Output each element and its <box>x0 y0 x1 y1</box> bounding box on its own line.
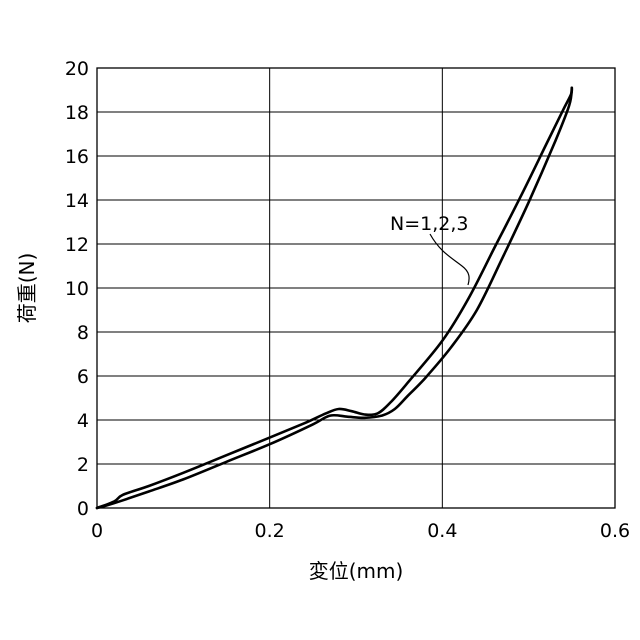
y-tick-label: 8 <box>77 322 89 344</box>
x-tick-labels: 0 0.2 0.4 0.6 <box>91 520 630 542</box>
y-axis-label: 荷重(N) <box>15 253 39 324</box>
y-tick-label: 10 <box>65 278 89 300</box>
y-tick-label: 20 <box>65 58 89 80</box>
x-axis-label: 変位(mm) <box>309 559 404 583</box>
y-tick-label: 4 <box>77 410 89 432</box>
x-tick-label: 0.6 <box>600 520 630 542</box>
y-tick-label: 6 <box>77 366 89 388</box>
x-tick-label: 0 <box>91 520 103 542</box>
y-tick-label: 16 <box>65 146 89 168</box>
x-tick-label: 0.4 <box>427 520 457 542</box>
annotation-leader-line <box>430 234 469 285</box>
y-tick-label: 0 <box>77 498 89 520</box>
unloading-curve <box>97 88 572 508</box>
grid-lines <box>97 68 615 508</box>
y-tick-label: 12 <box>65 234 89 256</box>
y-tick-label: 2 <box>77 454 89 476</box>
x-tick-label: 0.2 <box>255 520 285 542</box>
curve-annotation: N=1,2,3 <box>390 213 468 235</box>
y-tick-label: 18 <box>65 102 89 124</box>
loading-curve <box>97 88 572 508</box>
curves <box>97 88 572 508</box>
y-tick-labels: 0 2 4 6 8 10 12 14 16 18 20 <box>65 58 89 520</box>
y-tick-label: 14 <box>65 190 89 212</box>
